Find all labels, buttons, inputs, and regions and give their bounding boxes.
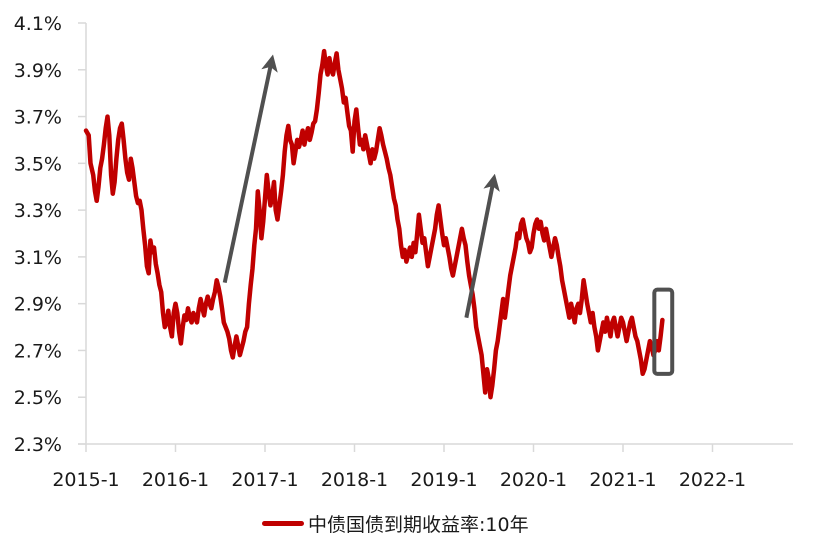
y-tick-label: 3.3%: [14, 200, 62, 222]
series-layer: [83, 48, 665, 400]
legend-swatch: [262, 520, 304, 526]
x-axis: 2015-1 2016-1 2017-1 2018-1 2019-1 2020-1 2021…: [52, 443, 793, 491]
y-tick-label: 3.9%: [14, 60, 62, 82]
y-tick-label: 2.9%: [14, 294, 62, 316]
x-tick-label: 2016-1: [142, 469, 209, 491]
yield-line: [83, 48, 665, 400]
y-tick-label: 3.7%: [14, 107, 62, 129]
y-tick-label: 2.3%: [14, 434, 62, 456]
x-tick-label: 2019-1: [410, 469, 477, 491]
trend-arrow-icon: [222, 54, 278, 284]
annotation-layer: [222, 54, 675, 376]
y-tick-label: 2.5%: [14, 387, 62, 409]
trend-arrow-icon: [464, 173, 500, 319]
x-tick-label: 2018-1: [321, 469, 388, 491]
legend: 中债国债到期收益率:10年: [262, 509, 529, 537]
y-tick-label: 3.5%: [14, 153, 62, 175]
legend-label: 中债国债到期收益率:10年: [308, 513, 529, 536]
y-tick-label: 4.1%: [14, 13, 62, 35]
y-tick-label: 3.1%: [14, 247, 62, 269]
x-tick-label: 2017-1: [231, 469, 298, 491]
x-tick-label: 2022-1: [679, 469, 746, 491]
highlight-box: [652, 287, 675, 376]
y-axis: 4.1% 3.9% 3.7% 3.5% 3.3% 3.1% 2.9% 2.7% 2.5% 2.3%: [14, 13, 87, 456]
y-tick-label: 2.7%: [14, 340, 62, 362]
x-tick-label: 2015-1: [52, 469, 119, 491]
x-tick-label: 2020-1: [500, 469, 567, 491]
x-tick-label: 2021-1: [589, 469, 656, 491]
